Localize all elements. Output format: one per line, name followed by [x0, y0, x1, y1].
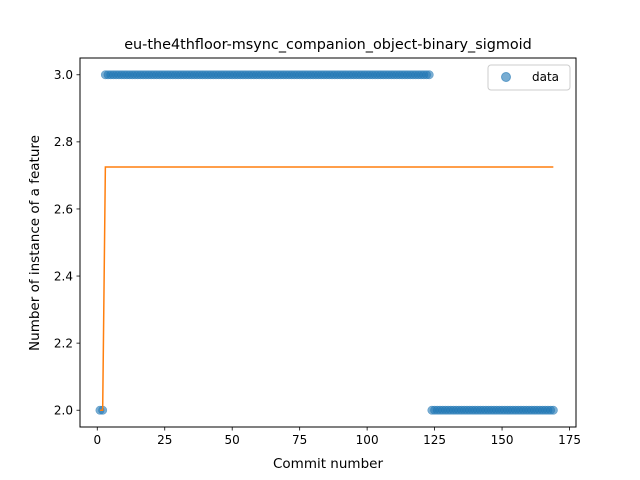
y-tick-label: 3.0 — [54, 68, 73, 82]
plot-frame — [79, 57, 577, 428]
plot-area — [95, 70, 558, 415]
legend: data — [487, 64, 571, 91]
x-tick-label: 175 — [558, 433, 581, 447]
x-axis-label: Commit number — [273, 456, 383, 472]
fit-line — [99, 166, 554, 411]
x-tick-label: 125 — [423, 433, 446, 447]
y-axis-label: Number of instance of a feature — [27, 135, 43, 351]
data-point — [424, 70, 434, 80]
x-tick-label: 150 — [491, 433, 514, 447]
x-tick-label: 75 — [292, 433, 307, 447]
x-axis: 0 25 50 75 100 125 150 175 — [93, 427, 581, 447]
legend-box — [487, 64, 571, 91]
x-tick-label: 100 — [356, 433, 379, 447]
y-axis: 2.0 2.2 2.4 2.6 2.8 3.0 — [54, 68, 80, 418]
data-point — [548, 405, 558, 415]
x-tick-label: 0 — [93, 433, 101, 447]
legend-label-data: data — [532, 70, 559, 84]
y-tick-label: 2.4 — [54, 269, 73, 283]
y-tick-label: 2.2 — [54, 336, 73, 350]
chart-title: eu-the4thfloor-msync_companion_object-bi… — [124, 37, 532, 53]
x-tick-label: 50 — [225, 433, 240, 447]
x-tick-label: 25 — [157, 433, 172, 447]
y-tick-label: 2.0 — [54, 404, 73, 418]
legend-marker-data — [501, 72, 511, 82]
y-tick-label: 2.8 — [54, 135, 73, 149]
y-tick-label: 2.6 — [54, 202, 73, 216]
